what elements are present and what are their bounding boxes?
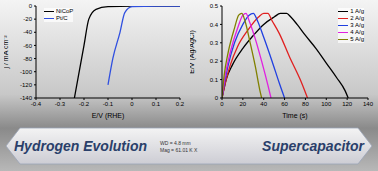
svg-text:120: 120 [342, 101, 353, 107]
html-text:4 A/g: 4 A/g [350, 29, 364, 35]
html-text:WD = 4.8 mm: WD = 4.8 mm [160, 140, 191, 146]
svg-text:j / mA cm⁻²: j / mA cm⁻² [8, 35, 10, 70]
svg-text:0.5: 0.5 [210, 3, 219, 9]
html-text:Supercapacitor: Supercapacitor [262, 138, 364, 154]
svg-text:0.1: 0.1 [152, 101, 161, 107]
html-text:Pt/C: Pt/C [56, 15, 68, 21]
svg-text:60: 60 [281, 101, 288, 107]
svg-text:0.4: 0.4 [210, 22, 219, 28]
svg-text:-0.2: -0.2 [79, 101, 90, 107]
svg-text:Time (s): Time (s) [282, 112, 307, 120]
html-text:Hydrogen Evolution: Hydrogen Evolution [14, 138, 147, 154]
svg-text:0.3: 0.3 [210, 40, 219, 46]
html-text:3 A/g: 3 A/g [350, 22, 364, 28]
html-text:NiCoP: NiCoP [56, 8, 74, 14]
html-text:2 A/g: 2 A/g [350, 15, 364, 21]
svg-text:-0.3: -0.3 [55, 101, 66, 107]
svg-text:-20: -20 [23, 16, 32, 22]
svg-text:-60: -60 [23, 43, 32, 49]
svg-text:0: 0 [29, 3, 33, 9]
svg-text:E/V (RHE): E/V (RHE) [92, 112, 125, 120]
svg-text:80: 80 [302, 101, 309, 107]
svg-text:140: 140 [363, 101, 370, 107]
svg-text:0: 0 [215, 95, 219, 101]
svg-text:40: 40 [260, 101, 267, 107]
html-text:5 A/g: 5 A/g [350, 36, 364, 42]
svg-text:0.1: 0.1 [210, 77, 219, 83]
svg-text:0: 0 [220, 101, 224, 107]
svg-text:E/V (Ag/AgCl): E/V (Ag/AgCl) [190, 30, 196, 74]
svg-text:-140: -140 [20, 95, 33, 101]
svg-text:100: 100 [321, 101, 332, 107]
svg-text:-80: -80 [23, 56, 32, 62]
svg-text:20: 20 [240, 101, 247, 107]
html-text:Mag = 61.01 K X: Mag = 61.01 K X [160, 147, 198, 153]
svg-text:-40: -40 [23, 29, 32, 35]
svg-text:-0.1: -0.1 [103, 101, 114, 107]
svg-text:0.2: 0.2 [176, 101, 185, 107]
svg-text:-120: -120 [20, 82, 33, 88]
svg-text:-100: -100 [20, 69, 33, 75]
html-text:1 A/g: 1 A/g [350, 8, 364, 14]
svg-text:-0.4: -0.4 [31, 101, 42, 107]
svg-text:0: 0 [130, 101, 134, 107]
svg-text:0.2: 0.2 [210, 58, 219, 64]
